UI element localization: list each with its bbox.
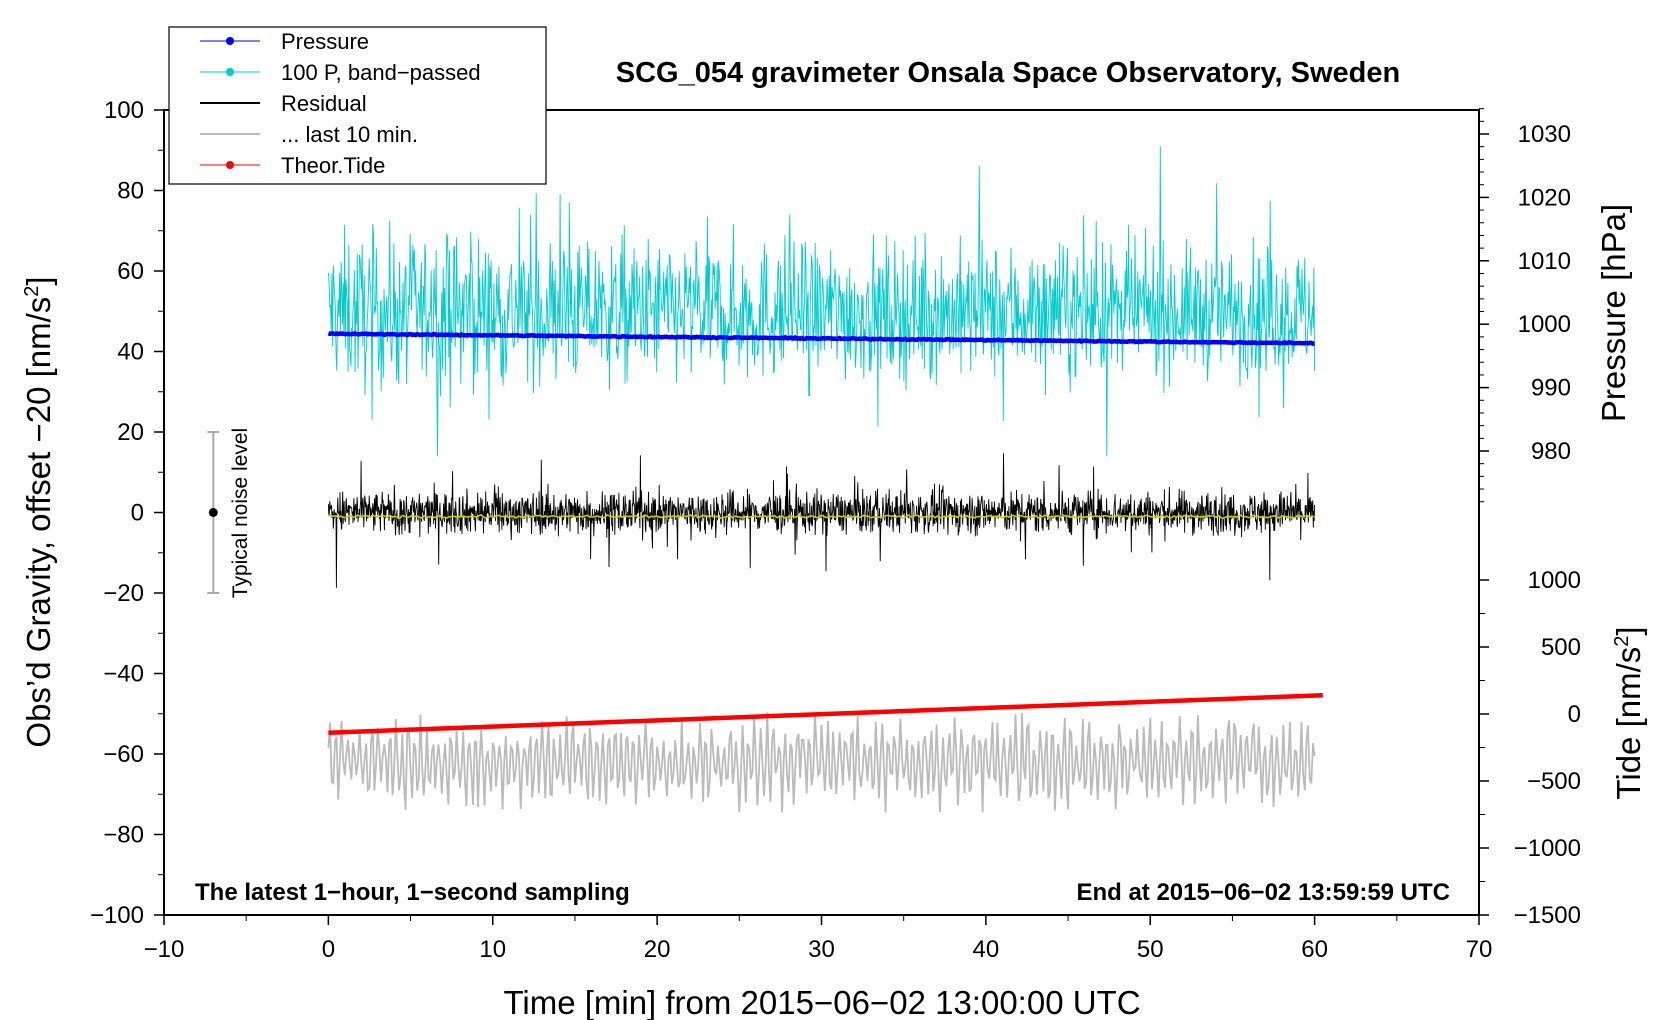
series-last-10-min (327, 712, 1316, 813)
pressure-tick-label: 980 (1531, 438, 1571, 465)
y-axis-title-left-sup: 2 (21, 286, 43, 297)
legend-marker (226, 68, 234, 76)
tide-axis-title-close: ] (1610, 626, 1647, 635)
annotation-bottom-left: The latest 1−hour, 1−second sampling (195, 879, 630, 906)
x-tick-label: 0 (322, 936, 335, 963)
tide-tick-label: −1500 (1514, 902, 1581, 929)
pressure-tick-label: 990 (1531, 375, 1571, 402)
legend-box (168, 26, 547, 185)
axis-layer: −10 0 10 20 30 40 50 60 70100806040200−20−40−60−… (90, 97, 1581, 963)
pressure-tick-label: 1010 (1518, 248, 1571, 275)
x-tick-label: 50 (1137, 936, 1164, 963)
tide-tick-label: 500 (1541, 634, 1581, 661)
y-axis-title-left: Obs’d Gravity, offset −20 [nm/s2] (20, 276, 57, 747)
pressure-tick-label: 1000 (1518, 311, 1571, 338)
y-tick-label: 60 (117, 258, 144, 285)
chart-title: SCG_054 gravimeter Onsala Space Observat… (616, 57, 1400, 89)
pressure-axis-title: Pressure [hPa] (1595, 204, 1632, 422)
series-bandpassed-pressure (327, 146, 1316, 457)
y-tick-label: 100 (104, 97, 144, 124)
y-axis-title-left-main: Obs’d Gravity, offset −20 [nm/s (20, 297, 57, 748)
legend-label: Residual (281, 91, 367, 116)
x-tick-label: 30 (808, 936, 835, 963)
legend-label: ... last 10 min. (281, 122, 418, 147)
noise-level-indicator (207, 431, 220, 594)
x-tick-label: 40 (973, 936, 1000, 963)
y-tick-label: −80 (103, 822, 144, 849)
tide-tick-label: 0 (1568, 701, 1581, 728)
y-tick-label: 20 (117, 419, 144, 446)
legend-label: Pressure (281, 29, 369, 54)
legend: Pressure 100 P, band−passed Residual ... la… (168, 26, 547, 185)
y-tick-label: 80 (117, 178, 144, 205)
legend-marker (226, 37, 234, 45)
noise-level-label: Typical noise level (229, 428, 252, 598)
series-theor-tide (328, 692, 1323, 736)
noise-bar-center (208, 508, 218, 517)
tide-tick-label: −500 (1527, 768, 1581, 795)
y-tick-label: 0 (131, 500, 144, 527)
series-layer (327, 146, 1323, 813)
x-tick-label: 20 (644, 936, 671, 963)
pressure-tick-label: 1020 (1518, 184, 1571, 211)
series-residual (327, 453, 1316, 588)
y-axis-title-left-close: ] (20, 276, 57, 285)
y-tick-label: −40 (103, 661, 144, 688)
y-tick-label: −60 (103, 741, 144, 768)
annotation-bottom-right: End at 2015−06−02 13:59:59 UTC (1076, 879, 1450, 906)
tide-axis-title: Tide [nm/s2] (1610, 626, 1647, 799)
legend-label: 100 P, band−passed (281, 60, 481, 85)
y-tick-label: −20 (103, 580, 144, 607)
tide-tick-label: −1000 (1514, 835, 1581, 862)
x-axis-title: Time [min] from 2015−06−02 13:00:00 UTC (503, 984, 1140, 1020)
x-tick-label: 10 (479, 936, 506, 963)
tide-axis-title-main: Tide [nm/s (1610, 647, 1647, 800)
tide-tick-label: 1000 (1528, 567, 1581, 594)
series-pressure (327, 331, 1315, 346)
x-tick-label: −10 (144, 936, 185, 963)
x-tick-label: 70 (1466, 936, 1493, 963)
series-residual-smoothed (328, 513, 1315, 520)
legend-label: Theor.Tide (281, 153, 385, 178)
pressure-tick-label: 1030 (1518, 121, 1571, 148)
tide-axis-title-sup: 2 (1611, 636, 1633, 647)
y-tick-label: −100 (90, 902, 144, 929)
y-tick-label: 40 (117, 339, 144, 366)
x-tick-label: 60 (1301, 936, 1328, 963)
legend-marker (226, 161, 234, 169)
